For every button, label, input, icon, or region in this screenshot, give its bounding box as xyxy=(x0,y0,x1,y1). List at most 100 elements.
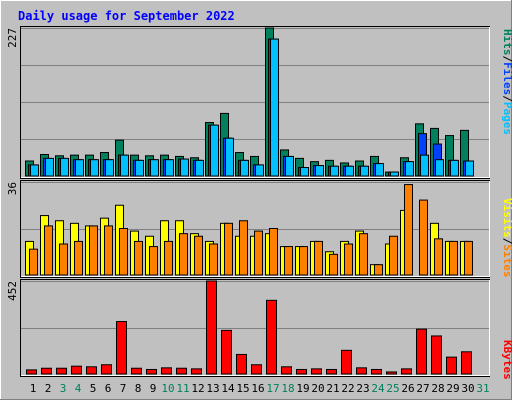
kbytes-bar xyxy=(176,367,187,375)
sites-bar xyxy=(449,240,458,276)
x-tick-label: 25 xyxy=(386,382,399,395)
sites-bar xyxy=(374,264,383,276)
x-tick-label: 24 xyxy=(371,382,385,395)
pages-bar xyxy=(465,160,474,177)
kbytes-bar xyxy=(401,368,412,375)
x-tick-label: 27 xyxy=(416,382,429,395)
sites-bar xyxy=(299,246,308,276)
x-tick-label: 3 xyxy=(60,382,67,395)
x-tick-label: 17 xyxy=(266,382,279,395)
kbytes-bar xyxy=(101,364,112,375)
kbytes-bar xyxy=(41,367,52,375)
x-tick-label: 31 xyxy=(476,382,489,395)
sites-bar xyxy=(269,228,278,276)
x-tick-label: 28 xyxy=(431,382,444,395)
legend-visits-sites: Visits/Sites xyxy=(501,198,512,278)
x-tick-label: 5 xyxy=(90,382,97,395)
pages-bar xyxy=(90,159,99,177)
pages-bar xyxy=(105,159,114,177)
x-tick-label: 16 xyxy=(251,382,264,395)
kbytes-bar xyxy=(236,353,247,375)
kbytes-bar xyxy=(251,364,262,375)
pages-bar xyxy=(300,167,309,177)
x-tick-label: 15 xyxy=(236,382,249,395)
pages-bar xyxy=(195,159,204,177)
sites-bar xyxy=(329,253,338,276)
pages-bar xyxy=(315,165,324,177)
x-tick-label: 9 xyxy=(150,382,157,395)
x-tick-label: 6 xyxy=(105,382,112,395)
sites-bar xyxy=(464,240,473,276)
kbytes-bar xyxy=(431,335,442,375)
kbytes-bar xyxy=(86,366,97,375)
sites-bar xyxy=(164,240,173,276)
x-tick-label: 29 xyxy=(446,382,459,395)
x-tick-label: 7 xyxy=(120,382,127,395)
sites-bar xyxy=(209,243,218,276)
x-axis-day-labels: 1 2 3 4 5 6 7 8 9 10 11 12 13 14 15 16 17 18 19 20 21 22 23 24 2… xyxy=(30,382,490,395)
legend-files: Files xyxy=(501,62,512,95)
kbytes-bar xyxy=(461,351,472,375)
pages-bar xyxy=(345,165,354,177)
kbytes-bar xyxy=(281,366,292,375)
x-tick-label: 1 xyxy=(30,382,37,395)
legend-separator: / xyxy=(501,238,512,245)
kbytes-bar xyxy=(371,368,382,375)
kbytes-bar xyxy=(116,321,127,375)
x-tick-label: 18 xyxy=(281,382,294,395)
x-tick-label: 13 xyxy=(206,382,219,395)
legend-hits: Hits xyxy=(501,29,512,56)
pages-bar xyxy=(255,164,264,177)
kbytes-bar xyxy=(71,365,82,375)
pages-bar xyxy=(390,171,399,177)
x-tick-label: 2 xyxy=(45,382,52,395)
pages-bar xyxy=(180,158,189,177)
sites-bar xyxy=(254,230,263,276)
kbytes-bar xyxy=(266,299,277,375)
hits-max-label: 227 xyxy=(6,28,19,48)
kbytes-bar xyxy=(26,369,37,375)
sites-bar xyxy=(284,246,293,276)
kbytes-max-label: 452 xyxy=(6,281,19,301)
legend-kbytes: KBytes xyxy=(501,340,512,380)
sites-bar xyxy=(59,243,68,276)
x-tick-label: 11 xyxy=(176,382,189,395)
x-tick-label: 14 xyxy=(221,382,235,395)
pages-bar xyxy=(240,159,249,177)
sites-bar xyxy=(104,225,113,276)
kbytes-bar xyxy=(161,367,172,375)
x-tick-label: 30 xyxy=(461,382,474,395)
pages-bar xyxy=(75,159,84,177)
kbytes-bar xyxy=(341,349,352,375)
grid-layer xyxy=(21,28,489,329)
legend-pages: Pages xyxy=(501,102,512,135)
x-tick-label: 12 xyxy=(191,382,204,395)
kbytes-bar xyxy=(311,368,322,375)
chart-title: Daily usage for September 2022 xyxy=(18,9,235,23)
sites-bar xyxy=(434,238,443,276)
sites-bar xyxy=(44,225,53,276)
pages-bar xyxy=(45,157,54,177)
sites-bar xyxy=(314,240,323,276)
x-tick-label: 26 xyxy=(401,382,414,395)
pages-bar xyxy=(435,159,444,177)
kbytes-bar xyxy=(446,356,457,375)
pages-bar xyxy=(210,124,219,177)
x-tick-label: 22 xyxy=(341,382,354,395)
kbytes-bar xyxy=(191,368,202,375)
pages-bar xyxy=(330,165,339,177)
x-tick-label: 4 xyxy=(75,382,82,395)
x-tick-label: 20 xyxy=(311,382,324,395)
legend-pages-files-hits: Hits/Files/Pages xyxy=(501,29,512,135)
pages-bar xyxy=(375,163,384,177)
sites-bar xyxy=(194,235,203,276)
pages-bar xyxy=(135,159,144,177)
pages-bar xyxy=(360,165,369,177)
kbytes-bar xyxy=(131,367,142,375)
sites-bar xyxy=(419,199,428,276)
kbytes-bar xyxy=(296,368,307,375)
sites-bar xyxy=(119,228,128,276)
kbytes-bar xyxy=(356,367,367,375)
bars-layer xyxy=(25,27,474,375)
